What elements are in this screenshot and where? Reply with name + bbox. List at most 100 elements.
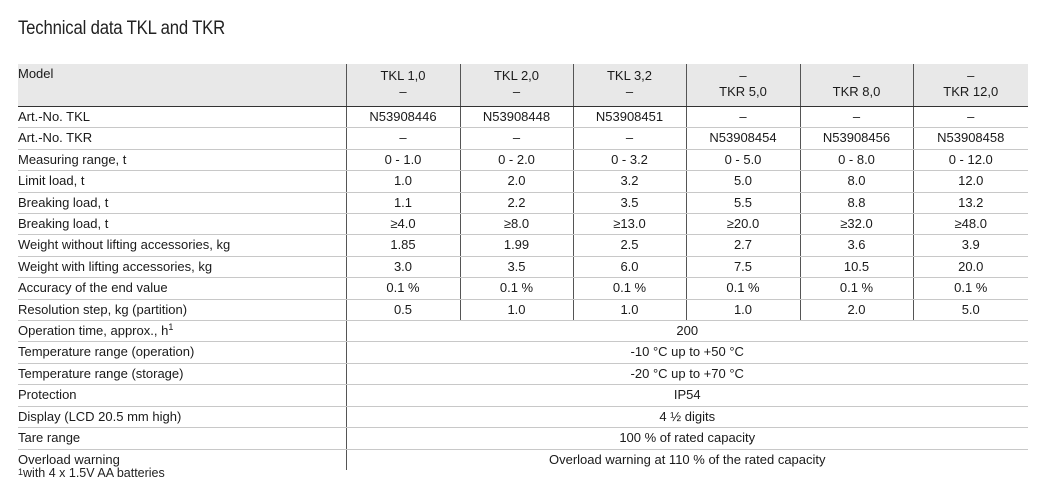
cell-value: 0 - 3.2 xyxy=(572,149,686,172)
cell-value: 2.5 xyxy=(572,234,686,257)
table-row: Temperature range (storage) -20 °C up to … xyxy=(18,363,1028,386)
cell-value: 0 - 1.0 xyxy=(345,149,460,172)
cell-value: – xyxy=(912,106,1028,129)
model-col-6: – TKR 12,0 xyxy=(912,64,1028,107)
spanning-value: -10 °C up to +50 °C xyxy=(345,341,1028,364)
model-col-4: – TKR 5,0 xyxy=(685,64,800,107)
model-col-2: TKL 2,0– xyxy=(459,64,573,107)
page-title: Technical data TKL and TKR xyxy=(18,18,226,39)
cell-value: 20.0 xyxy=(912,256,1028,279)
cell-value: 0.1 % xyxy=(685,277,800,300)
table-row: Weight without lifting accessories, kg 1.… xyxy=(18,234,1028,257)
row-label: Display (LCD 20.5 mm high) xyxy=(18,406,346,429)
row-label: Temperature range (operation) xyxy=(18,341,346,364)
row-label: Accuracy of the end value xyxy=(18,277,346,300)
row-label: Temperature range (storage) xyxy=(18,363,346,386)
cell-value: N53908456 xyxy=(799,127,913,150)
table-row: Temperature range (operation) -10 °C up t… xyxy=(18,341,1028,364)
cell-value: 0.1 % xyxy=(572,277,686,300)
row-label: Breaking load, t xyxy=(18,192,346,215)
cell-value: 13.2 xyxy=(912,192,1028,215)
cell-value: 1.0 xyxy=(345,170,460,193)
cell-value: – xyxy=(685,106,800,129)
table-row: Protection IP54 xyxy=(18,384,1028,407)
cell-value: 1.0 xyxy=(459,299,573,322)
cell-value: N53908448 xyxy=(459,106,573,129)
cell-value: 12.0 xyxy=(912,170,1028,193)
row-label: Weight with lifting accessories, kg xyxy=(18,256,346,279)
footnote: 1with 4 x 1.5V AA batteries xyxy=(18,466,165,480)
cell-value: N53908451 xyxy=(572,106,686,129)
cell-value: 8.8 xyxy=(799,192,913,215)
cell-value: N53908446 xyxy=(345,106,460,129)
header-row: Model TKL 1,0– TKL 2,0– TKL 3,2– – TKR 5,… xyxy=(18,64,1028,107)
cell-value: N53908458 xyxy=(912,127,1028,150)
model-col-1: TKL 1,0– xyxy=(345,64,460,107)
cell-value: 7.5 xyxy=(685,256,800,279)
cell-value: 3.9 xyxy=(912,234,1028,257)
cell-value: ≥8.0 xyxy=(459,213,573,236)
row-label: Protection xyxy=(18,384,346,407)
table-row: Weight with lifting accessories, kg 3.0 3.… xyxy=(18,256,1028,279)
spanning-value: -20 °C up to +70 °C xyxy=(345,363,1028,386)
cell-value: 0.1 % xyxy=(799,277,913,300)
cell-value: – xyxy=(799,106,913,129)
spanning-value: 4 ½ digits xyxy=(345,406,1028,429)
table-row: Limit load, t 1.0 2.0 3.2 5.0 8.0 12.0 xyxy=(18,170,1028,193)
row-label: Measuring range, t xyxy=(18,149,346,172)
table-row: Breaking load, t ≥4.0 ≥8.0 ≥13.0 ≥20.0 ≥32.0 ≥… xyxy=(18,213,1028,236)
cell-value: 0.5 xyxy=(345,299,460,322)
cell-value: 5.0 xyxy=(685,170,800,193)
cell-value: 3.5 xyxy=(459,256,573,279)
table-row: Art.-No. TKR – – – N53908454 N53908456 N539084… xyxy=(18,127,1028,150)
row-label: Overload warning xyxy=(18,451,120,467)
cell-value: 1.85 xyxy=(345,234,460,257)
table-row: Display (LCD 20.5 mm high) 4 ½ digits xyxy=(18,406,1028,429)
model-header: Model xyxy=(18,64,346,107)
cell-value: 3.0 xyxy=(345,256,460,279)
cell-value: 1.0 xyxy=(685,299,800,322)
cell-value: 2.2 xyxy=(459,192,573,215)
cell-value: ≥48.0 xyxy=(912,213,1028,236)
row-label: Breaking load, t xyxy=(18,213,346,236)
table-row: Operation time, approx., h1 200 xyxy=(18,320,1028,343)
cell-value: 2.0 xyxy=(459,170,573,193)
row-label: Weight without lifting accessories, kg xyxy=(18,234,346,257)
spanning-value: 100 % of rated capacity xyxy=(345,427,1028,450)
cell-value: – xyxy=(572,127,686,150)
row-label: Art.-No. TKR xyxy=(18,127,346,150)
cell-value: 8.0 xyxy=(799,170,913,193)
cell-value: 3.5 xyxy=(572,192,686,215)
cell-value: 0.1 % xyxy=(459,277,573,300)
cell-value: 10.5 xyxy=(799,256,913,279)
cell-value: 1.0 xyxy=(572,299,686,322)
cell-value: 3.2 xyxy=(572,170,686,193)
footnote-marker: 1 xyxy=(168,322,174,333)
cell-value: 0 - 5.0 xyxy=(685,149,800,172)
table-row: Accuracy of the end value 0.1 % 0.1 % 0.1 %… xyxy=(18,277,1028,300)
cell-value: 6.0 xyxy=(572,256,686,279)
row-label: Tare range xyxy=(18,427,346,450)
cell-value: 0 - 8.0 xyxy=(799,149,913,172)
cell-value: 0 - 12.0 xyxy=(912,149,1028,172)
spanning-value: 200 xyxy=(345,320,1028,343)
row-label: Operation time, approx., h1 xyxy=(18,320,346,343)
table-row: Resolution step, kg (partition) 0.5 1.0 1.0… xyxy=(18,299,1028,322)
row-label: Art.-No. TKL xyxy=(18,106,346,129)
table-row: Art.-No. TKL N53908446 N53908448 N53908451–… xyxy=(18,106,1028,129)
cell-value: ≥32.0 xyxy=(799,213,913,236)
cell-value: 5.5 xyxy=(685,192,800,215)
cell-value: N53908454 xyxy=(685,127,800,150)
table-row: Overload warning Overload warning at 110 … xyxy=(18,449,1028,470)
spanning-value: IP54 xyxy=(345,384,1028,407)
cell-value: – xyxy=(345,127,460,150)
cell-value: ≥13.0 xyxy=(572,213,686,236)
cell-value: 2.7 xyxy=(685,234,800,257)
cell-value: ≥20.0 xyxy=(685,213,800,236)
cell-value: – xyxy=(459,127,573,150)
cell-value: ≥4.0 xyxy=(345,213,460,236)
cell-value: 5.0 xyxy=(912,299,1028,322)
table-row: Breaking load, t 1.1 2.2 3.5 5.5 8.8 13.2 xyxy=(18,192,1028,215)
cell-value: 2.0 xyxy=(799,299,913,322)
